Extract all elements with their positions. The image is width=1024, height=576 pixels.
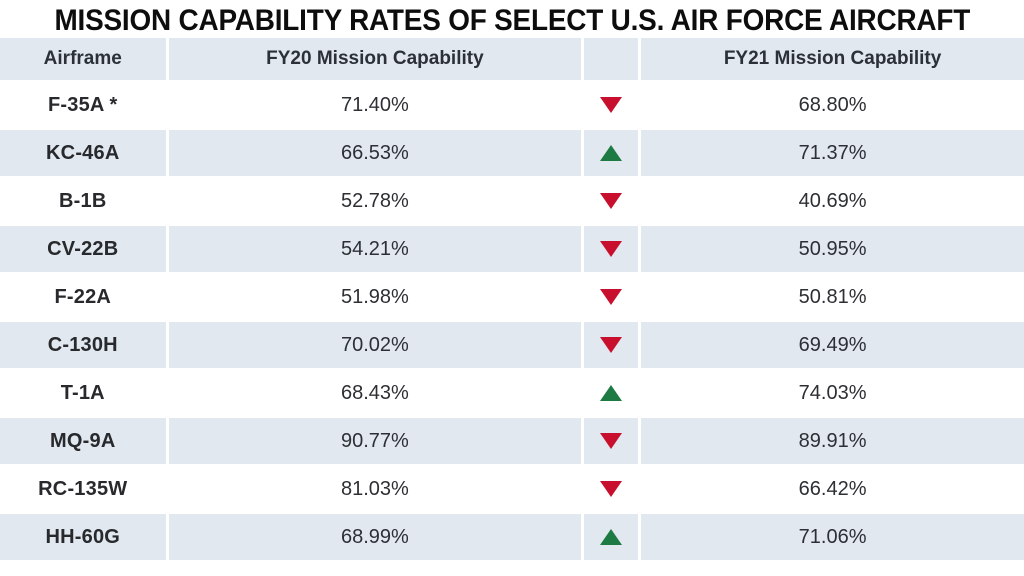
cell-trend bbox=[584, 226, 639, 272]
cell-fy20: 52.78% bbox=[168, 178, 582, 224]
cell-airframe: CV-22B bbox=[0, 226, 166, 272]
trend-down-icon bbox=[600, 97, 623, 113]
cell-airframe: MQ-9A bbox=[0, 418, 166, 464]
cell-airframe: F-35A * bbox=[0, 82, 166, 128]
table-row: T-1A 68.43% 74.03% bbox=[0, 370, 1024, 416]
trend-down-icon bbox=[600, 241, 623, 257]
cell-fy21: 71.06% bbox=[641, 514, 1024, 560]
cell-trend bbox=[584, 322, 639, 368]
cell-fy21: 40.69% bbox=[641, 178, 1024, 224]
table-row: MQ-9A 90.77% 89.91% bbox=[0, 418, 1024, 464]
table-header-row: Airframe FY20 Mission Capability FY21 Mi… bbox=[0, 38, 1024, 80]
cell-airframe: RC-135W bbox=[0, 466, 166, 512]
cell-fy20: 90.77% bbox=[168, 418, 582, 464]
trend-down-icon bbox=[600, 289, 623, 305]
cell-trend bbox=[584, 274, 639, 320]
table-row: CV-22B 54.21% 50.95% bbox=[0, 226, 1024, 272]
table-row: HH-60G 68.99% 71.06% bbox=[0, 514, 1024, 560]
cell-trend bbox=[584, 82, 639, 128]
cell-airframe: HH-60G bbox=[0, 514, 166, 560]
cell-airframe: F-22A bbox=[0, 274, 166, 320]
cell-fy21: 69.49% bbox=[641, 322, 1024, 368]
cell-fy20: 66.53% bbox=[168, 130, 582, 176]
table-row: KC-46A 66.53% 71.37% bbox=[0, 130, 1024, 176]
table-row: F-22A 51.98% 50.81% bbox=[0, 274, 1024, 320]
table-row: F-35A * 71.40% 68.80% bbox=[0, 82, 1024, 128]
cell-fy20: 54.21% bbox=[168, 226, 582, 272]
footnote-area: * F-35 data is pulled from Lockheed Mart… bbox=[0, 560, 1024, 576]
cell-fy21: 74.03% bbox=[641, 370, 1024, 416]
cell-fy20: 68.43% bbox=[168, 370, 582, 416]
cell-fy20: 81.03% bbox=[168, 466, 582, 512]
trend-down-icon bbox=[600, 193, 623, 209]
cell-fy20: 71.40% bbox=[168, 82, 582, 128]
cell-airframe: T-1A bbox=[0, 370, 166, 416]
title-bar: MISSION CAPABILITY RATES OF SELECT U.S. … bbox=[0, 0, 1024, 38]
cell-fy20: 70.02% bbox=[168, 322, 582, 368]
column-header-airframe: Airframe bbox=[0, 38, 166, 80]
trend-up-icon bbox=[600, 145, 623, 161]
cell-fy21: 89.91% bbox=[641, 418, 1024, 464]
cell-airframe: KC-46A bbox=[0, 130, 166, 176]
cell-fy21: 50.95% bbox=[641, 226, 1024, 272]
cell-airframe: C-130H bbox=[0, 322, 166, 368]
cell-fy21: 71.37% bbox=[641, 130, 1024, 176]
table-row: C-130H 70.02% 69.49% bbox=[0, 322, 1024, 368]
page-title: MISSION CAPABILITY RATES OF SELECT U.S. … bbox=[54, 4, 970, 37]
cell-trend bbox=[584, 418, 639, 464]
trend-up-icon bbox=[600, 529, 623, 545]
cell-trend bbox=[584, 178, 639, 224]
cell-trend bbox=[584, 370, 639, 416]
cell-fy21: 50.81% bbox=[641, 274, 1024, 320]
trend-down-icon bbox=[600, 481, 623, 497]
column-header-fy20: FY20 Mission Capability bbox=[168, 38, 582, 80]
cell-fy20: 51.98% bbox=[168, 274, 582, 320]
trend-up-icon bbox=[600, 385, 623, 401]
table-row: B-1B 52.78% 40.69% bbox=[0, 178, 1024, 224]
column-header-fy21: FY21 Mission Capability bbox=[641, 38, 1024, 80]
cell-fy21: 66.42% bbox=[641, 466, 1024, 512]
trend-down-icon bbox=[600, 433, 623, 449]
cell-trend bbox=[584, 130, 639, 176]
cell-airframe: B-1B bbox=[0, 178, 166, 224]
column-header-trend bbox=[584, 38, 639, 80]
cell-trend bbox=[584, 514, 639, 560]
cell-trend bbox=[584, 466, 639, 512]
cell-fy21: 68.80% bbox=[641, 82, 1024, 128]
cell-fy20: 68.99% bbox=[168, 514, 582, 560]
trend-down-icon bbox=[600, 337, 623, 353]
table-row: RC-135W 81.03% 66.42% bbox=[0, 466, 1024, 512]
mission-capability-table: Airframe FY20 Mission Capability FY21 Mi… bbox=[0, 38, 1024, 560]
